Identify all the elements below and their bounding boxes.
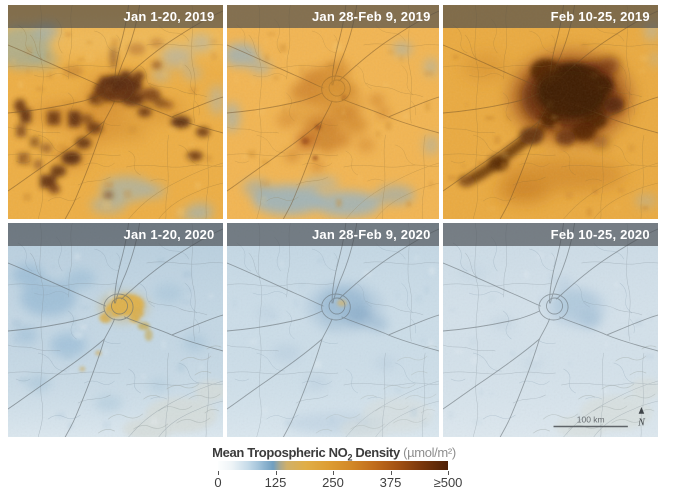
svg-text:N: N	[637, 418, 646, 429]
svg-text:100 km: 100 km	[577, 415, 605, 425]
